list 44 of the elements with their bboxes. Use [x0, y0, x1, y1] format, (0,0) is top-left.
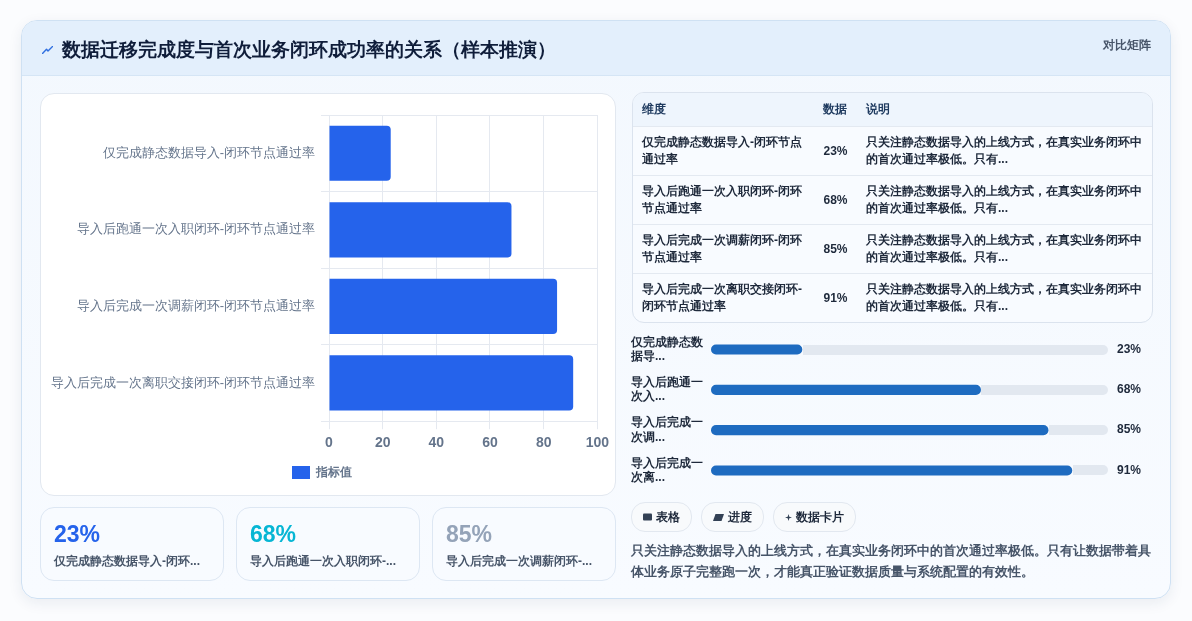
y-tick-label: 导入后完成一次调...: [631, 415, 703, 444]
stat-card: 85% 导入后完成一次调薪闭环-...: [432, 507, 616, 581]
text: 85%: [822, 240, 849, 258]
stat-card: 68% 导入后跑通一次入职闭环-...: [236, 507, 420, 581]
x-tick-label: 60: [482, 434, 498, 451]
legend-label: 指标值: [315, 464, 352, 479]
y-tick-label: 导入后跑通一次入...: [631, 374, 703, 404]
text: 说明: [865, 101, 891, 118]
text: 68%: [822, 191, 849, 209]
text: 只关注静态数据导入的上线方式，在真实业务闭环中的首次通过率极低。只有...: [865, 232, 1143, 266]
data-label: 68%: [1117, 382, 1142, 397]
bar: [329, 202, 512, 258]
y-tick-label: 导入后完成一次离...: [631, 455, 703, 484]
data-label: 85%: [1117, 422, 1142, 437]
y-tick-label: 导入后完成一次调薪闭环-闭环节点通过率: [76, 297, 315, 313]
x-tick-label: 20: [374, 434, 391, 451]
tag-chip: 数据卡片: [773, 502, 856, 532]
text: 数据: [822, 101, 848, 118]
x-tick-label: 100: [585, 434, 610, 451]
text: 91%: [822, 289, 849, 307]
text: 只关注静态数据导入的上线方式，在真实业务闭环中的首次通过率极低。只有...: [865, 281, 1143, 315]
stat-card: 23% 仅完成静态数据导入-闭环...: [40, 507, 224, 581]
y-tick-label: 导入后跑通一次入职闭环-闭环节点通过率: [76, 221, 315, 237]
text: 只关注静态数据导入的上线方式，在真实业务闭环中的首次通过率极低。只有...: [865, 134, 1143, 168]
data-label: 23%: [1117, 341, 1142, 356]
text: 只关注静态数据导入的上线方式，在真实业务闭环中的首次通过率极低。只有让数据带着具体业务原子完整跑一次，才能真正验证数据质量与系统配置的有效性。: [631, 542, 1152, 581]
bar: [329, 278, 558, 334]
tag-chip: 进度: [701, 502, 764, 532]
data-label: 91%: [1117, 462, 1142, 477]
y-tick-label: 仅完成静态数据导入-闭环节点通过率: [102, 144, 315, 160]
text: 对比矩阵: [1103, 37, 1151, 54]
text: 只关注静态数据导入的上线方式，在真实业务闭环中的首次通过率极低。只有...: [865, 183, 1143, 217]
x-tick-label: 80: [535, 434, 552, 451]
text: 维度: [641, 101, 667, 118]
text: 23%: [822, 142, 849, 160]
y-tick-label: 仅完成静态数据导...: [630, 334, 704, 364]
bar: [329, 125, 391, 181]
x-tick-label: 0: [325, 434, 334, 451]
bar: [711, 344, 803, 355]
x-tick-label: 40: [428, 434, 445, 451]
y-tick-label: 导入后完成一次离职交接闭环-闭环节点通过率: [50, 374, 315, 390]
chart-title: 数据迁移完成度与首次业务闭环成功率的关系（样本推演）: [62, 38, 556, 62]
bar: [329, 355, 574, 411]
tag-chip: 表格: [631, 502, 692, 532]
